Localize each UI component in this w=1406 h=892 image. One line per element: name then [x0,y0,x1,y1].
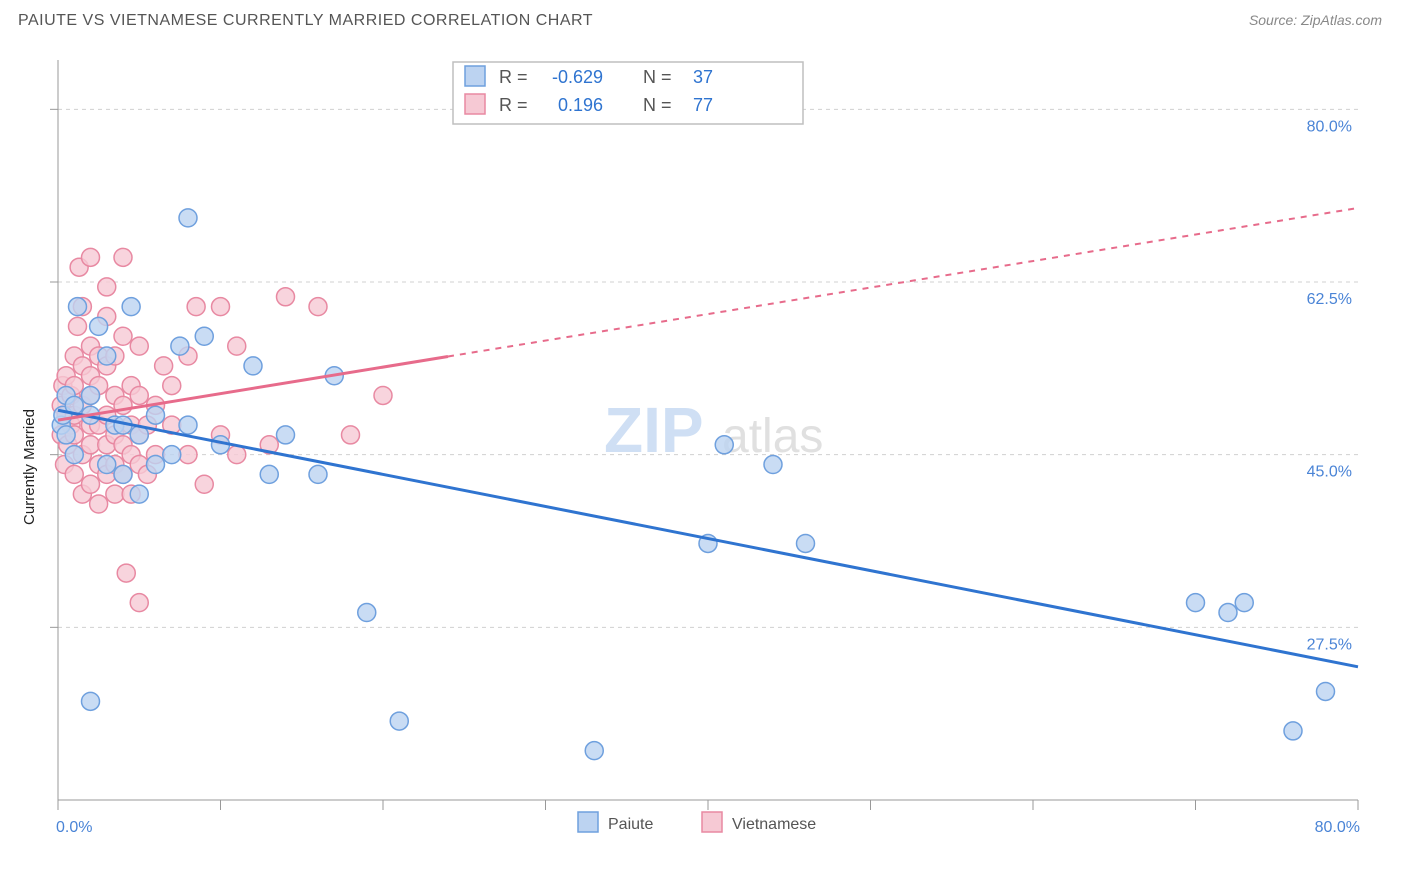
point-paiute [358,604,376,622]
y-tick-label: 27.5% [1307,636,1352,653]
point-paiute [179,416,197,434]
point-vietnamese [179,446,197,464]
point-paiute [147,456,165,474]
legend-swatch-vietnamese [702,812,722,832]
stats-r-label: R = [499,67,528,87]
stats-r-label: R = [499,95,528,115]
point-paiute [277,426,295,444]
stats-r-value: -0.629 [552,67,603,87]
point-paiute [1187,594,1205,612]
point-paiute [195,327,213,345]
point-vietnamese [69,317,87,335]
stats-n-label: N = [643,95,672,115]
point-vietnamese [163,377,181,395]
point-vietnamese [82,248,100,266]
point-paiute [57,426,75,444]
point-paiute [260,465,278,483]
point-vietnamese [342,426,360,444]
point-paiute [122,298,140,316]
source-credit: Source: ZipAtlas.com [1249,12,1382,28]
point-vietnamese [228,446,246,464]
stats-swatch-vietnamese [465,94,485,114]
y-tick-label: 45.0% [1307,464,1352,481]
x-max-label: 80.0% [1315,819,1360,836]
stats-n-value: 37 [693,67,713,87]
point-vietnamese [65,465,83,483]
chart-container: 27.5%45.0%62.5%80.0%ZIPatlas0.0%80.0%Cur… [18,50,1388,874]
point-paiute [163,446,181,464]
point-paiute [82,386,100,404]
point-vietnamese [82,436,100,454]
point-vietnamese [195,475,213,493]
point-vietnamese [117,564,135,582]
point-paiute [69,298,87,316]
point-paiute [797,534,815,552]
stats-r-value: 0.196 [558,95,603,115]
y-tick-label: 80.0% [1307,118,1352,135]
watermark-zip: ZIP [604,394,704,466]
point-vietnamese [228,337,246,355]
point-vietnamese [114,327,132,345]
point-paiute [179,209,197,227]
point-vietnamese [90,495,108,513]
point-paiute [1219,604,1237,622]
point-vietnamese [187,298,205,316]
chart-title: PAIUTE VS VIETNAMESE CURRENTLY MARRIED C… [18,12,593,30]
y-axis-label: Currently Married [21,409,38,525]
point-vietnamese [98,278,116,296]
point-vietnamese [130,337,148,355]
point-paiute [98,347,116,365]
legend-swatch-paiute [578,812,598,832]
point-paiute [1317,682,1335,700]
point-vietnamese [277,288,295,306]
x-min-label: 0.0% [56,819,92,836]
point-paiute [90,317,108,335]
point-paiute [147,406,165,424]
point-paiute [1284,722,1302,740]
point-paiute [65,446,83,464]
point-vietnamese [155,357,173,375]
point-vietnamese [130,386,148,404]
trend-paiute-solid [58,410,1358,667]
point-paiute [585,742,603,760]
point-paiute [715,436,733,454]
point-paiute [130,485,148,503]
point-paiute [390,712,408,730]
point-paiute [82,692,100,710]
point-paiute [98,456,116,474]
stats-n-label: N = [643,67,672,87]
point-paiute [114,465,132,483]
point-vietnamese [130,594,148,612]
point-vietnamese [374,386,392,404]
point-vietnamese [114,248,132,266]
point-vietnamese [212,298,230,316]
point-paiute [244,357,262,375]
legend-label-vietnamese: Vietnamese [732,816,816,833]
stats-swatch-paiute [465,66,485,86]
point-vietnamese [82,475,100,493]
y-tick-label: 62.5% [1307,291,1352,308]
point-paiute [171,337,189,355]
point-vietnamese [309,298,327,316]
point-paiute [309,465,327,483]
correlation-chart: 27.5%45.0%62.5%80.0%ZIPatlas0.0%80.0%Cur… [18,50,1388,874]
point-paiute [764,456,782,474]
stats-n-value: 77 [693,95,713,115]
point-paiute [1235,594,1253,612]
point-vietnamese [106,485,124,503]
legend-label-paiute: Paiute [608,816,653,833]
